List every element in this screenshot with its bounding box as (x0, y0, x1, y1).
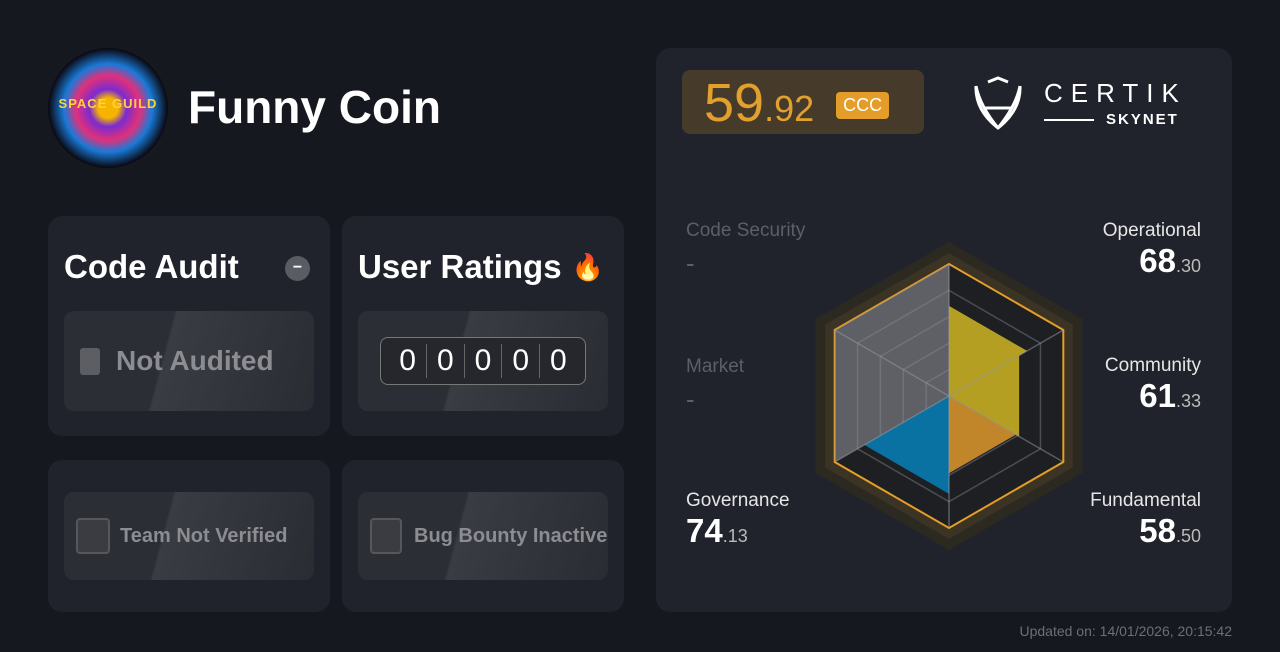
radar-axis (834, 329, 950, 397)
id-card-icon (76, 518, 110, 554)
updated-timestamp: Updated on: 14/01/2026, 20:15:42 (1019, 623, 1232, 639)
bug-bounty-text: Bug Bounty Inactive (414, 524, 608, 547)
category-value: 74 (686, 512, 723, 549)
category-decimal: .50 (1175, 526, 1201, 546)
code-audit-title: Code Audit (64, 248, 239, 285)
team-card: Team Not Verified (48, 460, 330, 612)
grade-badge: CCC (836, 92, 890, 119)
score-decimal: .92 (764, 88, 815, 129)
document-shield-icon (80, 347, 100, 375)
radar-sector-code_security (834, 264, 949, 396)
project-name: Funny Coin (188, 81, 441, 133)
security-score: 59 .92 CCC (682, 70, 924, 134)
bug-bounty-status[interactable]: Bug Bounty Inactive (358, 492, 608, 580)
ratings-counter[interactable]: 0 0 0 0 0 (358, 311, 608, 411)
project-logo: SPACE GUILD (48, 48, 168, 168)
category-decimal: .30 (1175, 256, 1201, 276)
radar-sector-market (834, 330, 949, 462)
category-value: 58 (1139, 512, 1176, 549)
audit-status[interactable]: Not Audited (64, 311, 314, 411)
brand-sub: SKYNET (1106, 111, 1179, 128)
category-value: - (686, 248, 695, 278)
category-value: 68 (1139, 242, 1176, 279)
rating-digit: 0 (399, 344, 416, 377)
code-audit-card: Code Audit − Not Audited (48, 216, 330, 436)
team-status-text: Team Not Verified (120, 524, 288, 547)
team-status[interactable]: Team Not Verified (64, 492, 314, 580)
rating-digit: 0 (463, 344, 502, 378)
category-label: Operational (1102, 220, 1201, 241)
radar-sector-operational (949, 305, 1028, 396)
category-decimal: .33 (1175, 391, 1201, 411)
security-score-panel: 59 .92 CCC CERTIK SKYNET Code Security -… (656, 48, 1232, 612)
brand-name: CERTIK (1044, 78, 1187, 108)
rating-digit: 0 (425, 344, 464, 378)
radar-axis (948, 395, 1064, 463)
user-ratings-title: User Ratings (358, 248, 562, 285)
category-value: 61 (1139, 377, 1176, 414)
radar-sector-community (949, 355, 1020, 437)
radar-axis (834, 395, 950, 463)
category-value: - (686, 384, 695, 414)
shield-hacker-icon (370, 518, 402, 554)
rating-digit: 0 (501, 344, 539, 378)
category-decimal: .13 (722, 526, 748, 546)
score-integer: 59 (704, 73, 765, 133)
certik-logo: CERTIK SKYNET (972, 76, 1187, 130)
user-ratings-card: User Ratings 🔥 0 0 0 0 0 (342, 216, 624, 436)
certik-shield-icon (974, 76, 1022, 130)
category-label: Market (686, 356, 745, 377)
radar-sector-fundamental (949, 396, 1016, 474)
radar-sector-governance (864, 396, 949, 494)
score-radar-chart (815, 242, 1083, 550)
category-label: Code Security (686, 220, 806, 241)
category-label: Community (1104, 355, 1201, 376)
bug-bounty-card: Bug Bounty Inactive (342, 460, 624, 612)
category-label: Fundamental (1090, 490, 1201, 511)
minus-circle-icon: − (285, 256, 310, 281)
rating-digit: 0 (539, 344, 577, 378)
audit-status-text: Not Audited (116, 345, 274, 376)
fire-icon: 🔥 (571, 252, 604, 282)
category-label: Governance (686, 490, 790, 511)
logo-text: SPACE GUILD (58, 96, 158, 111)
radar-axis (948, 329, 1064, 397)
